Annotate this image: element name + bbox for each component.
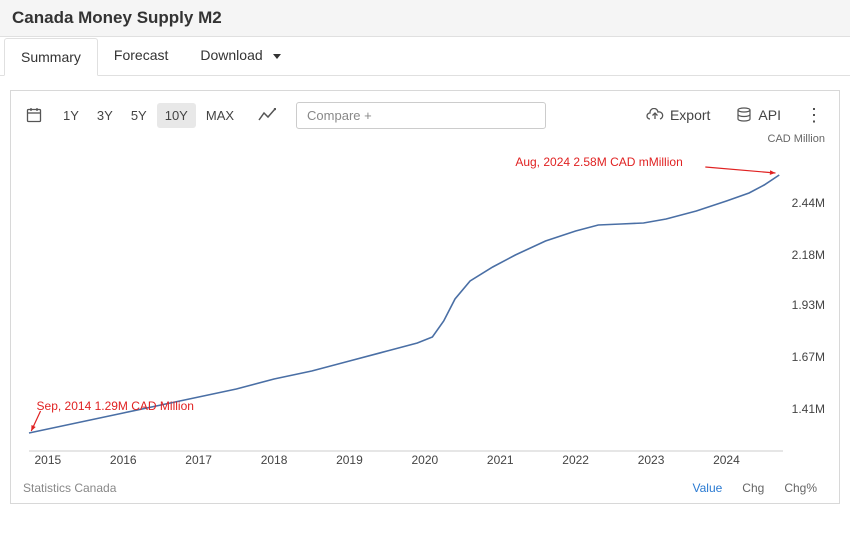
range-5y[interactable]: 5Y [123,103,155,128]
x-tick: 2018 [261,453,288,467]
page-title: Canada Money Supply M2 [12,8,838,28]
y-tick: 1.41M [792,402,825,416]
x-tick: 2020 [411,453,438,467]
x-tick: 2022 [562,453,589,467]
export-button[interactable]: Export [636,103,720,127]
range-max[interactable]: MAX [198,103,242,128]
y-tick: 2.18M [792,248,825,262]
api-label: API [758,107,781,123]
x-tick: 2019 [336,453,363,467]
range-3y[interactable]: 3Y [89,103,121,128]
footer-tab-value[interactable]: Value [682,479,732,497]
calendar-icon[interactable] [19,101,49,129]
tab-summary[interactable]: Summary [4,38,98,76]
chart-toolbar: 1Y3Y5Y10YMAX Compare + Export API ⋮ [19,101,831,129]
more-menu-icon[interactable]: ⋮ [797,103,831,128]
tab-download-label: Download [200,47,262,63]
range-1y[interactable]: 1Y [55,103,87,128]
compare-input[interactable]: Compare + [296,102,546,129]
chart-panel: 1Y3Y5Y10YMAX Compare + Export API ⋮ CAD … [10,90,840,504]
range-10y[interactable]: 10Y [157,103,196,128]
annotation-end: Aug, 2024 2.58M CAD mMillion [515,155,682,169]
database-icon [736,107,752,123]
cloud-export-icon [646,108,664,122]
annotation-start: Sep, 2014 1.29M CAD Million [37,399,194,413]
tab-forecast[interactable]: Forecast [98,37,184,75]
x-tick: 2023 [638,453,665,467]
footer-tab-chg-pct[interactable]: Chg% [774,479,827,497]
x-tick: 2024 [713,453,740,467]
chart-type-icon[interactable] [252,101,282,129]
header-bar: Canada Money Supply M2 [0,0,850,37]
chart-svg [19,133,843,481]
y-tick: 1.67M [792,350,825,364]
api-button[interactable]: API [726,103,791,127]
data-source: Statistics Canada [23,481,116,495]
chart-area: CAD Million 1.41M1.67M1.93M2.18M2.44M201… [19,133,831,473]
tab-download[interactable]: Download [184,37,296,75]
chevron-down-icon [273,54,281,59]
x-tick: 2016 [110,453,137,467]
x-tick: 2021 [487,453,514,467]
export-label: Export [670,107,710,123]
range-group: 1Y3Y5Y10YMAX [55,103,242,128]
x-tick: 2015 [34,453,61,467]
main-tabs: Summary Forecast Download [0,37,850,76]
footer-tab-chg[interactable]: Chg [732,479,774,497]
x-tick: 2017 [185,453,212,467]
y-tick: 1.93M [792,298,825,312]
data-line [29,175,779,433]
y-tick: 2.44M [792,196,825,210]
